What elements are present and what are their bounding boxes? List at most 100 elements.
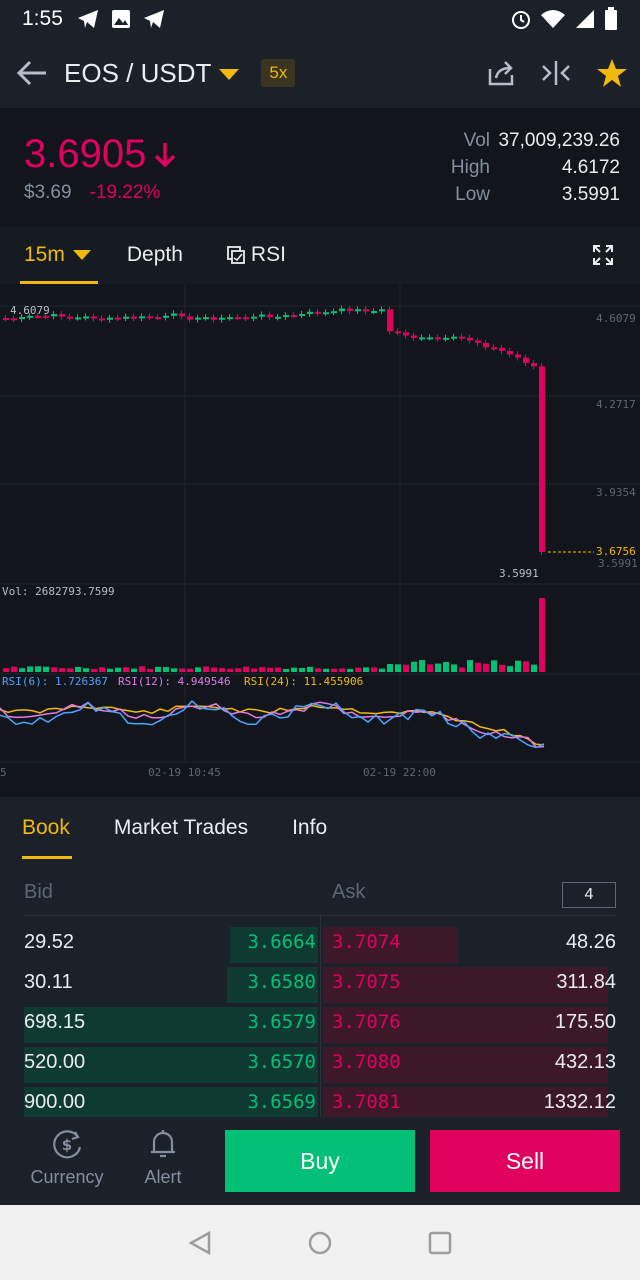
sell-button[interactable]: Sell: [430, 1130, 620, 1192]
candle: [275, 316, 281, 319]
pair-selector[interactable]: EOS / USDT: [64, 57, 212, 88]
candle: [219, 317, 225, 320]
candle: [51, 314, 57, 317]
volume-bar: [499, 664, 505, 672]
ask-price[interactable]: 3.7081: [332, 1091, 401, 1113]
book-row[interactable]: 698.15 3.6579 3.7076 175.50: [0, 1005, 640, 1043]
volume-bar: [299, 667, 305, 672]
candle: [123, 316, 129, 319]
volume-bar: [435, 663, 441, 672]
volume-bar: [267, 667, 273, 672]
tab-interval[interactable]: 15m: [20, 226, 98, 284]
battery-icon: [605, 7, 617, 30]
star-icon[interactable]: [596, 58, 628, 88]
candle: [251, 316, 257, 319]
share-icon[interactable]: [486, 59, 516, 87]
back-button[interactable]: [0, 38, 64, 108]
nav-home-icon[interactable]: [307, 1230, 333, 1256]
volume-bar: [75, 666, 81, 672]
chart-tabs: 15m Depth RSI: [0, 226, 640, 284]
rsi6-label: RSI(6): 1.726367: [2, 675, 108, 688]
volume-bar: [331, 668, 337, 672]
volume-bar: [531, 664, 537, 672]
candle: [131, 316, 137, 319]
volume-bar: [411, 661, 417, 672]
kline-chart[interactable]: 4.6079 4.2717 3.9354 3.5991 4.6079 3.599…: [0, 284, 640, 796]
bid-price[interactable]: 3.6569: [247, 1091, 316, 1113]
chart-canvas[interactable]: [0, 284, 640, 796]
ask-price[interactable]: 3.7074: [332, 931, 401, 953]
volume-bar: [347, 668, 353, 672]
chevron-down-icon[interactable]: [219, 69, 240, 80]
status-time: 1:55: [22, 7, 63, 30]
ask-quantity: 311.84: [556, 971, 616, 993]
bid-quantity: 30.11: [24, 971, 73, 993]
volume-bar: [19, 668, 25, 672]
candle: [491, 347, 497, 350]
volume-bar: [171, 668, 177, 672]
candle: [395, 331, 401, 334]
volume-bar: [187, 668, 193, 672]
axis-tick-label: 4.6079: [596, 312, 636, 325]
candle: [59, 314, 65, 317]
bid-price[interactable]: 3.6570: [247, 1051, 316, 1073]
bid-price[interactable]: 3.6580: [247, 971, 316, 993]
signal-icon: [576, 10, 594, 28]
volume-bar: [155, 666, 161, 672]
buy-button[interactable]: Buy: [225, 1130, 415, 1192]
last-price-value: 3.6905: [24, 132, 147, 176]
stat-value: 37,009,239.26: [498, 130, 620, 151]
volume-bar: [507, 666, 513, 672]
nav-back-icon[interactable]: [187, 1230, 213, 1256]
ask-price[interactable]: 3.7075: [332, 971, 401, 993]
candle: [11, 318, 17, 321]
bid-price[interactable]: 3.6579: [247, 1011, 316, 1033]
volume-bar: [523, 661, 529, 672]
time-label: 02-19 22:00: [363, 766, 436, 779]
candle: [259, 314, 265, 317]
tab-depth[interactable]: Depth: [126, 243, 183, 266]
book-row[interactable]: 520.00 3.6570 3.7080 432.13: [0, 1045, 640, 1083]
bell-icon: [151, 1130, 175, 1158]
rsi6-line: [0, 700, 545, 749]
ask-quantity: 432.13: [554, 1051, 616, 1073]
candle: [299, 314, 305, 317]
bid-depth-bar: [24, 1007, 318, 1043]
volume-bar: [179, 668, 185, 672]
image-icon: [111, 10, 130, 28]
axis-tick-label: 4.2717: [596, 398, 636, 411]
candle: [387, 309, 393, 332]
current-price-label: 3.6756: [596, 545, 636, 558]
candle: [3, 318, 9, 320]
volume-bar: [99, 667, 105, 672]
volume-bar: [275, 667, 281, 672]
alert-button[interactable]: Alert: [118, 1127, 208, 1188]
currency-button[interactable]: $ Currency: [22, 1127, 112, 1188]
candle: [507, 350, 513, 355]
volume-bar: [315, 668, 321, 672]
ask-depth-bar: [323, 927, 458, 963]
tab-info[interactable]: Info: [292, 816, 328, 839]
book-row[interactable]: 29.52 3.6664 3.7074 48.26: [0, 925, 640, 963]
fullscreen-icon[interactable]: [592, 244, 614, 266]
tab-indicator[interactable]: RSI: [227, 243, 286, 267]
candle: [355, 309, 361, 312]
high-marker-label: 4.6079: [10, 304, 50, 317]
bid-price[interactable]: 3.6664: [247, 931, 316, 953]
candle: [371, 311, 377, 314]
book-row[interactable]: 30.11 3.6580 3.7075 311.84: [0, 965, 640, 1003]
book-row[interactable]: 900.00 3.6569 3.7081 1332.12: [0, 1085, 640, 1123]
nav-recents-icon[interactable]: [427, 1230, 453, 1256]
candle: [91, 316, 97, 319]
tab-book[interactable]: Book: [22, 797, 72, 859]
candle: [267, 314, 273, 318]
compare-icon[interactable]: [540, 59, 572, 87]
candle: [187, 316, 193, 320]
ask-price[interactable]: 3.7076: [332, 1011, 401, 1033]
candle: [291, 315, 297, 318]
book-tabs: Book Market Trades Info: [0, 797, 640, 859]
volume-bar: [123, 667, 129, 672]
ask-price[interactable]: 3.7080: [332, 1051, 401, 1073]
depth-selector[interactable]: 4: [562, 882, 616, 908]
tab-market-trades[interactable]: Market Trades: [113, 816, 249, 839]
